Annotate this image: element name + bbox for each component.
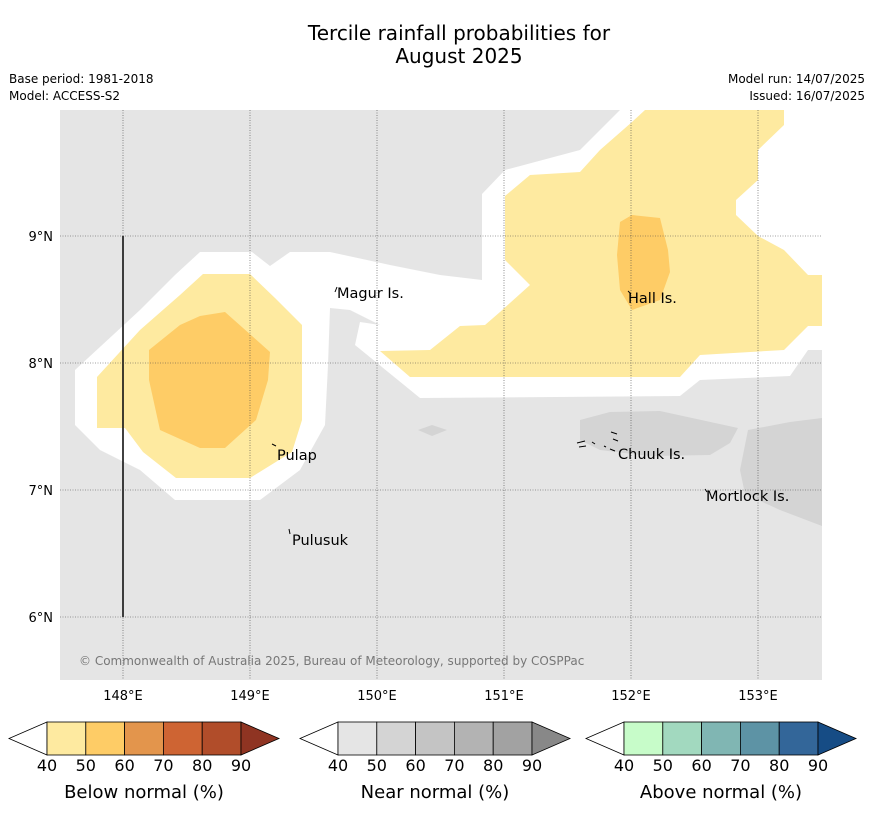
lat-tick-8: 8°N [29, 357, 54, 372]
colorbar-segment [85, 721, 126, 756]
below-40-northeast [380, 110, 822, 377]
lat-tick-7: 7°N [29, 484, 54, 499]
colorbar-segment [492, 721, 533, 756]
near-normal-patch-small [418, 425, 447, 436]
colorbar-lower-extension [298, 721, 339, 756]
islands [271, 286, 708, 535]
lon-tick-151: 151°E [484, 689, 524, 704]
copyright-notice: © Commonwealth of Australia 2025, Bureau… [79, 654, 584, 668]
colorbar-segment [623, 721, 664, 756]
colorbar-title: Near normal (%) [361, 782, 510, 803]
pulusuk-island [288, 528, 291, 535]
colorbar-tick-label: 90 [231, 756, 251, 775]
colorbar-upper-extension [240, 721, 281, 756]
colorbar-tick-label: 70 [730, 756, 750, 775]
colorbar-tick-label: 70 [444, 756, 464, 775]
chuuk-islands [576, 431, 619, 452]
colorbar-tick-label: 90 [522, 756, 542, 775]
model-name: Model: ACCESS-S2 [9, 89, 121, 103]
place-label-pulap: Pulap [277, 448, 317, 464]
magur-island [334, 286, 338, 293]
meta-right: Model run: 14/07/2025 Issued: 16/07/2025 [728, 71, 865, 105]
map-title: Tercile rainfall probabilities for Augus… [0, 22, 873, 68]
below-50-west [149, 312, 270, 448]
place-label-hall: Hall Is. [628, 291, 677, 307]
colorbar-upper-extension [817, 721, 858, 756]
colorbar-segment [701, 721, 741, 756]
colorbar-lower-extension [584, 721, 625, 756]
colorbar-below-normal: 40 50 60 70 80 90 Below normal (%) [7, 721, 281, 803]
title-line-2: August 2025 [395, 44, 523, 68]
colorbar-tick-label: 50 [653, 756, 673, 775]
graticule [60, 110, 822, 680]
place-label-chuuk: Chuuk Is. [618, 447, 685, 463]
colorbar-lower-extension [7, 721, 48, 756]
colorbar-tick-label: 90 [808, 756, 828, 775]
colorbar-tick-label: 50 [76, 756, 96, 775]
colorbar-segment [453, 721, 494, 756]
place-label-mortlock: Mortlock Is. [706, 489, 789, 505]
lat-tick-9: 9°N [29, 230, 54, 245]
lon-tick-153: 153°E [738, 689, 778, 704]
colorbar-tick-label: 80 [483, 756, 503, 775]
lat-tick-6: 6°N [29, 611, 54, 626]
model-run: Model run: 14/07/2025 [727, 72, 865, 86]
colorbar-tick-label: 40 [37, 756, 57, 775]
colorbar-tick-label: 60 [114, 756, 134, 775]
mortlock-island [704, 488, 708, 493]
place-label-magur: Magur Is. [337, 286, 404, 302]
colorbar-title: Below normal (%) [64, 782, 224, 803]
pulap-island [271, 443, 277, 447]
near-normal-patch-east [740, 418, 822, 526]
colorbar-tick-label: 40 [614, 756, 634, 775]
issued-date: Issued: 16/07/2025 [749, 89, 865, 103]
colorbar-tick-label: 80 [192, 756, 212, 775]
colorbar-segment [337, 721, 378, 756]
meta-left: Base period: 1981-2018 Model: ACCESS-S2 [9, 71, 154, 105]
colorbar-tick-label: 60 [691, 756, 711, 775]
map-area: Magur Is. Hall Is. Pulap Chuuk Is. Mortl… [60, 110, 822, 680]
colorbar-tick-label: 40 [328, 756, 348, 775]
base-period: Base period: 1981-2018 [9, 72, 154, 86]
colorbar-segment [46, 721, 87, 756]
near-normal-patch-chuuk [580, 411, 738, 456]
lon-tick-152: 152°E [611, 689, 651, 704]
lon-tick-149: 149°E [230, 689, 270, 704]
colorbar-tick-label: 60 [405, 756, 425, 775]
colorbar-tick-label: 80 [769, 756, 789, 775]
colorbar-segment [201, 721, 242, 756]
colorbar-segment [415, 721, 455, 756]
colorbar-segment [662, 721, 702, 756]
lon-tick-150: 150°E [357, 689, 397, 704]
hall-island [627, 290, 632, 295]
colorbar-segment [376, 721, 416, 756]
title-line-1: Tercile rainfall probabilities for [307, 21, 611, 45]
below-50-hall [617, 215, 670, 310]
colorbar-tick-label: 70 [153, 756, 173, 775]
colorbar-near-normal: 40 50 60 70 80 90 Near normal (%) [298, 721, 572, 803]
place-label-pulusuk: Pulusuk [292, 533, 349, 549]
colorbar-segment [124, 721, 164, 756]
colorbar-segment [162, 721, 203, 756]
colorbar-title: Above normal (%) [640, 782, 802, 803]
colorbar-above-normal: 40 50 60 70 80 90 Above normal (%) [584, 721, 858, 803]
colorbar-segment [740, 721, 780, 756]
lon-tick-148: 148°E [103, 689, 143, 704]
colorbar-tick-label: 50 [367, 756, 387, 775]
colorbar-segment [778, 721, 819, 756]
colorbar-upper-extension [531, 721, 572, 756]
